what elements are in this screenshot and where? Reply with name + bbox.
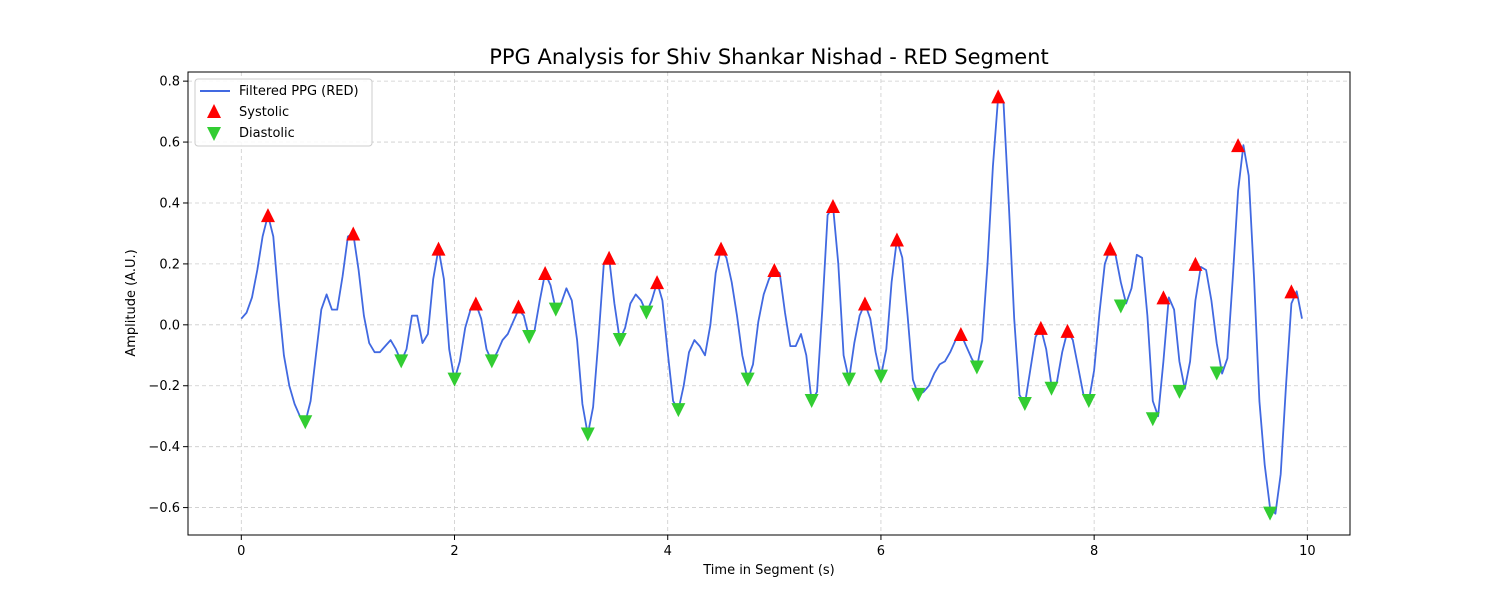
legend-systolic-marker [207,104,221,118]
x-tick-label: 2 [450,544,458,559]
systolic-marker [1033,320,1048,335]
systolic-marker [468,296,483,311]
diastolic-marker [804,393,819,408]
systolic-marker [650,275,665,290]
x-tick-label: 8 [1090,544,1098,559]
legend-label-ppg: Filtered PPG (RED) [239,84,359,99]
systolic-marker [825,199,840,214]
y-tick-label: −0.6 [148,501,180,516]
diastolic-marker [484,354,499,369]
x-tick-label: 10 [1299,544,1316,559]
y-tick-label: 0.0 [159,318,180,333]
diastolic-marker [841,372,856,387]
diastolic-marker [639,305,654,320]
x-tick-label: 0 [237,544,245,559]
grid [188,72,1350,535]
systolic-marker [1231,138,1246,153]
systolic-marker [1188,256,1203,271]
systolic-marker [714,241,729,256]
legend-label-systolic: Systolic [239,105,289,120]
y-tick-label: −0.2 [148,379,180,394]
diastolic-marker [740,372,755,387]
legend-diastolic-marker [207,127,221,141]
diastolic-marker [1172,384,1187,399]
legend-box [194,78,373,147]
systolic-marker [602,250,617,265]
diastolic-marker [911,387,926,402]
diastolic-marker [298,415,313,430]
systolic-marker [1156,290,1171,305]
diastolic-marker [447,372,462,387]
systolic-marker [538,266,553,281]
diastolic-marker [671,403,686,418]
systolic-marker [1060,323,1075,338]
y-tick-label: 0.8 [159,75,180,90]
diastolic-marker [1209,366,1224,381]
systolic-marker [260,208,275,223]
diastolic-marker [580,427,595,442]
systolic-marker [511,299,526,314]
y-tick-label: −0.4 [148,440,180,455]
systolic-marker [953,326,968,341]
legend: Filtered PPG (RED) Systolic Diastolic [194,78,373,147]
systolic-marker [431,241,446,256]
y-tick-label: 0.2 [159,257,180,272]
series-layer [240,89,1303,521]
x-tick-label: 4 [664,544,672,559]
systolic-marker [346,226,361,241]
systolic-marker [1103,241,1118,256]
systolic-marker [889,232,904,247]
systolic-marker [767,262,782,277]
systolic-marker [991,89,1006,104]
diastolic-marker [394,354,409,369]
plot-frame [187,71,1351,536]
diastolic-marker [1017,397,1032,412]
diastolic-marker [1145,412,1160,427]
diastolic-marker [548,302,563,317]
diastolic-marker [1081,393,1096,408]
diastolic-marker [612,333,627,348]
diastolic-marker [969,360,984,375]
x-axis-label: Time in Segment (s) [702,563,834,578]
y-tick-label: 0.4 [159,196,180,211]
diastolic-marker [522,330,537,345]
diastolic-marker [1113,299,1128,314]
systolic-marker [1284,284,1299,299]
diastolic-marker [1263,506,1278,521]
x-tick-label: 6 [877,544,885,559]
chart-title: PPG Analysis for Shiv Shankar Nishad - R… [489,45,1049,69]
legend-label-diastolic: Diastolic [239,126,295,141]
systolic-marker [857,296,872,311]
diastolic-marker [873,369,888,384]
y-tick-label: 0.6 [159,136,180,151]
axis-ticks: 0 2 4 6 8 10 −0.6 −0.4 −0.2 0.0 0.2 0.4 0.6 0.8 [148,75,1315,559]
y-axis-label: Amplitude (A.U.) [124,249,139,356]
diastolic-marker [1044,381,1059,396]
